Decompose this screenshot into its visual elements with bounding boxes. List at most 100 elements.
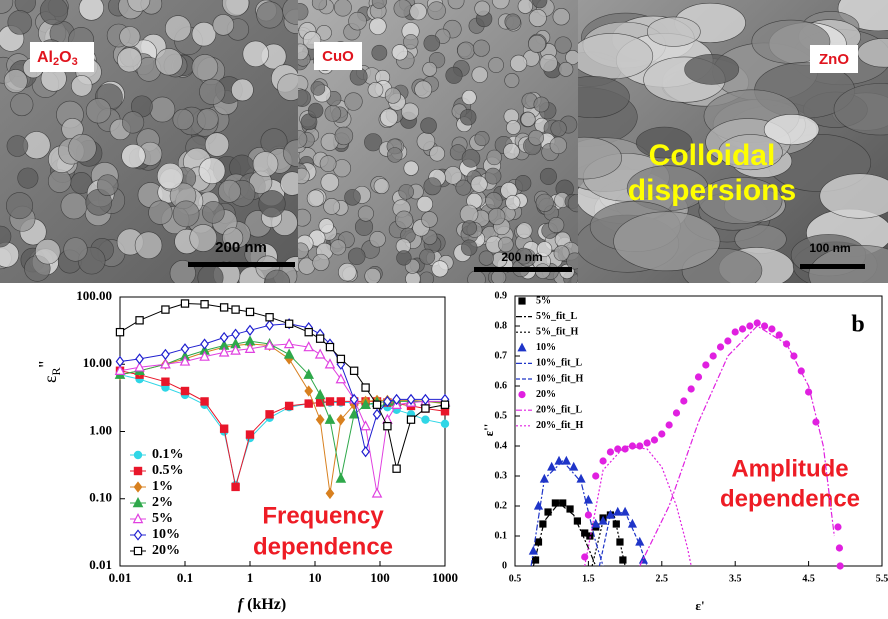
grain <box>485 168 501 184</box>
legend-label: 2% <box>152 495 173 510</box>
grain <box>399 184 414 199</box>
marker <box>754 320 760 326</box>
marker <box>337 355 344 362</box>
grain <box>40 0 68 25</box>
marker <box>555 457 562 464</box>
grain <box>365 268 381 284</box>
y-axis-label: ε'' <box>481 424 496 437</box>
grain <box>369 18 386 35</box>
marker <box>710 353 716 359</box>
grain <box>348 248 365 265</box>
marker <box>836 545 842 551</box>
x-tick-label: 2.5 <box>656 573 669 584</box>
grain <box>68 134 96 162</box>
scale-bar <box>188 262 295 267</box>
grain <box>368 82 383 97</box>
grain <box>417 196 433 212</box>
grain <box>192 22 216 46</box>
y-tick-label: 0.8 <box>495 320 508 331</box>
y-tick-label: 0.5 <box>495 410 508 421</box>
legend-label: 5%_fit_L <box>536 311 577 322</box>
grain <box>462 90 476 104</box>
grain <box>7 136 28 157</box>
marker <box>162 350 169 359</box>
legend-label: 20% <box>536 389 556 400</box>
marker <box>361 421 370 429</box>
grain <box>488 208 505 225</box>
marker <box>552 500 558 506</box>
label-sub: 3 <box>72 56 78 68</box>
marker <box>441 420 448 427</box>
panel-label: b <box>851 312 864 338</box>
scale-bar-label: 200 nm <box>215 239 267 256</box>
grain <box>149 201 173 225</box>
y-tick-label: 0 <box>502 560 507 571</box>
grain <box>350 68 367 85</box>
label-part: O <box>59 49 71 66</box>
marker <box>747 323 753 329</box>
grain <box>551 121 567 137</box>
grain <box>446 67 463 84</box>
grain <box>555 37 572 54</box>
marker <box>681 398 687 404</box>
y-tick-label: 0.7 <box>495 350 508 361</box>
grain <box>420 249 435 264</box>
marker <box>326 415 335 423</box>
grain <box>243 41 269 67</box>
grain <box>528 35 545 52</box>
grain <box>173 201 199 227</box>
marker <box>162 378 169 385</box>
y-tick-label: 0.1 <box>495 530 508 541</box>
marker <box>305 329 312 336</box>
marker <box>134 451 141 458</box>
grain <box>460 205 478 223</box>
grain <box>479 251 494 266</box>
x-tick-label: 4.5 <box>802 573 815 584</box>
legend-label: 20%_fit_H <box>536 420 583 431</box>
marker <box>518 344 525 351</box>
label-sub: R <box>49 367 63 375</box>
x-tick-label: 0.01 <box>109 570 132 585</box>
image-label: CuO <box>322 48 354 65</box>
grain <box>265 270 290 295</box>
marker <box>134 498 143 506</box>
marker <box>688 386 694 392</box>
marker <box>535 539 541 545</box>
marker <box>246 308 253 315</box>
marker <box>286 320 293 327</box>
marker <box>563 457 570 464</box>
y-tick-label: 0.9 <box>495 290 508 301</box>
grain <box>550 137 567 154</box>
grain <box>311 81 325 95</box>
grain <box>18 168 38 188</box>
grain <box>488 57 503 72</box>
marker <box>732 329 738 335</box>
fit-line <box>585 446 692 566</box>
grain <box>460 109 476 125</box>
marker <box>326 398 333 405</box>
marker <box>201 339 208 348</box>
image-annotation: dispersions <box>628 174 796 207</box>
grain <box>334 0 351 16</box>
marker <box>703 362 709 368</box>
grain <box>462 149 480 167</box>
marker <box>373 401 380 408</box>
grain <box>491 270 506 285</box>
grain <box>86 98 111 123</box>
marker <box>266 321 273 330</box>
marker <box>776 332 782 338</box>
grain <box>165 16 191 42</box>
marker <box>519 298 525 304</box>
x-tick-label: 5.5 <box>876 573 888 584</box>
grain <box>48 170 71 193</box>
marker <box>246 431 253 438</box>
grain <box>199 158 225 184</box>
grain <box>517 223 533 239</box>
marker <box>351 367 358 374</box>
marker <box>615 446 621 452</box>
marker <box>134 530 141 539</box>
x-tick-label: 1.5 <box>582 573 595 584</box>
marker <box>232 483 239 490</box>
scale-bar-label: 200 nm <box>501 250 542 264</box>
marker <box>585 512 591 518</box>
